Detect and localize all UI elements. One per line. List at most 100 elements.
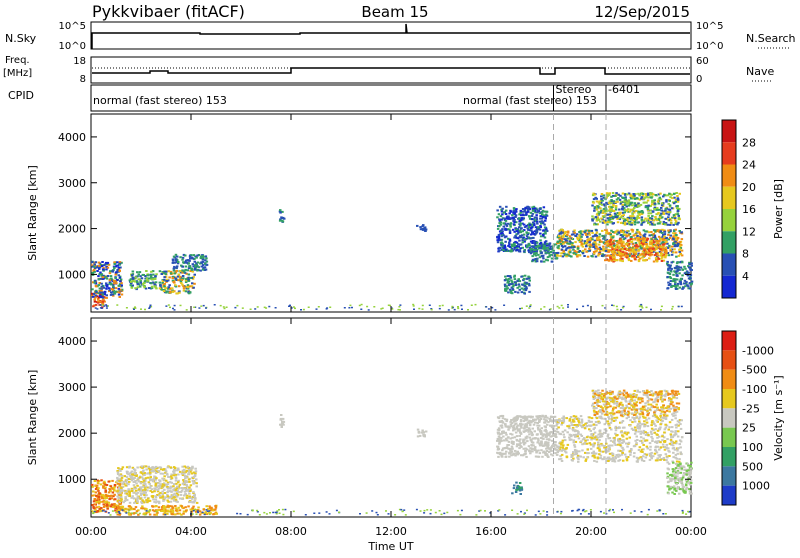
data-cell bbox=[504, 246, 507, 248]
data-cell bbox=[101, 497, 104, 499]
data-cell bbox=[544, 430, 547, 432]
data-cell bbox=[655, 246, 658, 248]
data-cell bbox=[534, 207, 537, 209]
data-cell bbox=[316, 308, 318, 310]
data-cell bbox=[534, 449, 537, 451]
data-cell bbox=[150, 275, 153, 277]
data-cell bbox=[502, 234, 505, 236]
data-cell bbox=[497, 228, 500, 230]
data-cell bbox=[460, 305, 462, 307]
data-cell bbox=[180, 494, 183, 496]
data-cell bbox=[98, 284, 101, 286]
data-cell bbox=[518, 440, 521, 442]
data-cell bbox=[161, 486, 164, 488]
data-cell bbox=[163, 475, 166, 477]
data-cell bbox=[496, 446, 499, 448]
data-cell bbox=[594, 206, 597, 208]
data-cell bbox=[95, 491, 98, 493]
data-cell bbox=[109, 270, 112, 272]
data-cell bbox=[128, 495, 131, 497]
data-cell bbox=[442, 305, 444, 307]
data-cell bbox=[673, 193, 676, 195]
data-cell bbox=[588, 248, 591, 250]
data-cell bbox=[194, 268, 197, 270]
data-cell bbox=[609, 192, 612, 194]
data-cell bbox=[528, 243, 531, 245]
data-cell bbox=[388, 305, 390, 307]
data-cell bbox=[148, 287, 151, 289]
data-cell bbox=[579, 250, 582, 252]
data-cell bbox=[163, 285, 166, 287]
data-cell bbox=[539, 444, 542, 446]
data-cell bbox=[95, 261, 98, 263]
nave-tick-top: 60 bbox=[696, 56, 709, 67]
data-cell bbox=[519, 280, 522, 282]
data-cell bbox=[180, 305, 182, 307]
data-cell bbox=[596, 461, 599, 463]
colorbar-tick-label: 24 bbox=[742, 159, 756, 172]
data-cell bbox=[133, 477, 136, 479]
data-cell bbox=[664, 250, 667, 252]
data-cell bbox=[511, 244, 514, 246]
data-cell bbox=[622, 204, 625, 206]
data-cell bbox=[153, 283, 156, 285]
data-cell bbox=[611, 260, 614, 262]
data-cell bbox=[672, 238, 675, 240]
data-cell bbox=[631, 251, 634, 253]
data-cell bbox=[439, 308, 441, 310]
data-cell bbox=[520, 454, 523, 456]
data-cell bbox=[677, 210, 680, 212]
data-cell bbox=[505, 434, 508, 436]
data-cell bbox=[515, 423, 518, 425]
data-cell bbox=[186, 309, 188, 311]
data-cell bbox=[565, 240, 568, 242]
data-cell bbox=[513, 221, 516, 223]
data-cell bbox=[160, 467, 163, 469]
data-cell bbox=[621, 208, 624, 210]
data-cell bbox=[161, 478, 164, 480]
data-cell bbox=[172, 308, 174, 310]
data-cell bbox=[168, 276, 171, 278]
data-cell bbox=[198, 266, 201, 268]
data-cell bbox=[512, 454, 515, 456]
data-cell bbox=[659, 454, 662, 456]
data-cell bbox=[126, 479, 129, 481]
data-cell bbox=[538, 456, 541, 458]
data-cell bbox=[121, 284, 124, 286]
data-cell bbox=[496, 209, 499, 211]
data-cell bbox=[653, 261, 656, 263]
data-cell bbox=[514, 245, 517, 247]
data-cell bbox=[542, 234, 545, 236]
data-cell bbox=[536, 221, 539, 223]
data-cell bbox=[601, 255, 604, 257]
data-cell bbox=[167, 466, 170, 468]
data-cell bbox=[616, 242, 619, 244]
data-cell bbox=[602, 305, 604, 307]
data-cell bbox=[594, 250, 597, 252]
data-cell bbox=[616, 306, 618, 308]
data-cell bbox=[506, 426, 509, 428]
data-cell bbox=[531, 450, 534, 452]
data-cell bbox=[502, 417, 505, 419]
data-cell bbox=[602, 248, 605, 250]
data-cell bbox=[118, 503, 121, 505]
data-cell bbox=[189, 266, 192, 268]
data-cell bbox=[422, 305, 424, 307]
data-cell bbox=[503, 212, 506, 214]
data-cell bbox=[540, 442, 543, 444]
data-cell bbox=[546, 215, 549, 217]
data-cell bbox=[141, 277, 144, 279]
data-cell bbox=[166, 474, 169, 476]
data-cell bbox=[650, 240, 653, 242]
data-cell bbox=[524, 207, 527, 209]
data-cell bbox=[566, 431, 569, 433]
data-cell bbox=[148, 308, 150, 310]
data-cell bbox=[121, 468, 124, 470]
data-cell bbox=[195, 257, 198, 259]
data-cell bbox=[658, 236, 661, 238]
data-cell bbox=[96, 511, 99, 513]
data-cell bbox=[471, 305, 473, 307]
data-cell bbox=[158, 470, 161, 472]
data-cell bbox=[520, 223, 523, 225]
data-cell bbox=[283, 421, 286, 423]
